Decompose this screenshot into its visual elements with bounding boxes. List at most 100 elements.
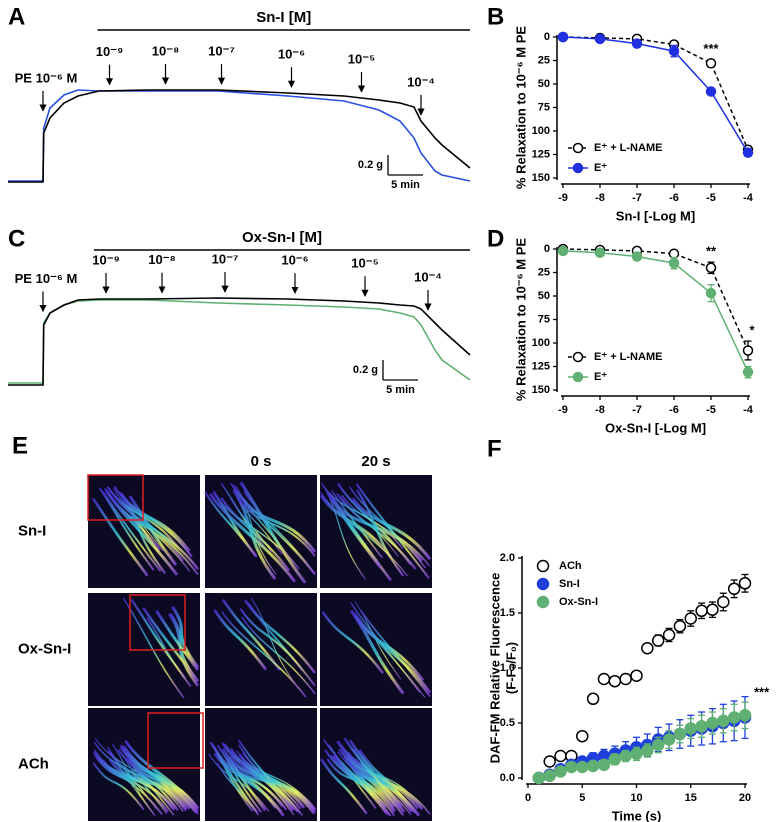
y-tick-label: 75 (538, 101, 550, 113)
fiber (321, 484, 404, 550)
data-point (662, 628, 676, 642)
data-point (742, 147, 754, 158)
panel-label: F (487, 435, 502, 462)
data-point (597, 672, 611, 686)
y-tick-label: 75 (538, 313, 550, 325)
x-tick-label: 15 (685, 792, 697, 804)
fiber (215, 762, 260, 816)
y-axis-label: (F-F₀/F₀) (503, 642, 518, 694)
y-tick-label: 125 (532, 360, 550, 372)
fit-line (562, 36, 749, 153)
fiber (107, 750, 187, 812)
fiber (213, 753, 283, 812)
concentration-label: 10⁻⁴ (414, 269, 442, 284)
fiber (238, 753, 317, 814)
fiber (351, 497, 432, 561)
legend-label: ACh (559, 560, 582, 572)
micrograph (319, 475, 432, 588)
legend-label: Sn-I (559, 578, 580, 590)
y-axis-label: % Relaxation to 10⁻⁶ M PE (513, 26, 528, 189)
data-point (727, 582, 741, 596)
fiber (333, 753, 388, 815)
x-tick-label: 10 (630, 792, 642, 804)
y-tick-label: 50 (538, 78, 550, 90)
fiber (227, 761, 285, 817)
x-tick-label: -6 (669, 192, 679, 204)
fit-line (562, 36, 749, 151)
legend-label: E⁺ (594, 162, 607, 174)
x-tick-label: -5 (706, 404, 716, 416)
fiber (119, 744, 198, 814)
fiber (119, 492, 191, 552)
x-tick-label: -6 (669, 404, 679, 416)
data-point (576, 729, 589, 743)
data-point (630, 747, 643, 761)
data-point (705, 58, 717, 69)
data-point (597, 758, 611, 772)
concentration-label: 10⁻⁷ (208, 44, 235, 59)
micrograph (320, 708, 432, 821)
scale-bar-label: 5 min (386, 384, 415, 396)
fiber (98, 487, 155, 571)
y-tick-label: 0 (544, 31, 550, 43)
fiber (320, 482, 366, 580)
fiber (241, 751, 315, 815)
fit-line (562, 248, 749, 351)
row-label: Sn-I (18, 522, 46, 539)
fiber (239, 760, 306, 809)
y-axis-label: DAF-FM Relative Fluorescence (487, 573, 502, 764)
y-tick-label: 2.0 (500, 552, 515, 564)
fiber (250, 597, 299, 688)
legend-label: Ox-Sn-I (559, 596, 598, 608)
concentration-label: 10⁻⁴ (407, 74, 435, 89)
data-point (619, 749, 632, 763)
fiber (343, 737, 401, 810)
y-tick-label: 150 (532, 172, 550, 184)
fiber (239, 481, 307, 584)
concentration-label: 10⁻⁵ (351, 256, 378, 271)
concentration-label: 10⁻⁹ (92, 252, 120, 267)
data-point (651, 738, 665, 752)
x-axis-label: Sn-I [-Log M] (616, 208, 695, 223)
data-point (557, 31, 569, 43)
concentration-label: 10⁻⁸ (152, 43, 179, 58)
data-point (557, 245, 569, 257)
data-point (543, 769, 556, 783)
zoom-box (147, 712, 204, 769)
chart-title: Sn-I [M] (256, 9, 311, 26)
data-point (594, 33, 606, 45)
fiber (338, 748, 419, 810)
fiber (347, 751, 422, 808)
trace-line (8, 89, 471, 182)
data-point (706, 716, 719, 730)
zoom-box (87, 474, 144, 521)
panel-label: C (8, 225, 25, 252)
y-tick-label: 1.0 (500, 662, 515, 674)
data-point (586, 692, 600, 706)
fiber (221, 598, 282, 671)
fiber (238, 499, 316, 557)
data-point (543, 755, 556, 768)
fiber (214, 494, 300, 570)
data-point (594, 247, 606, 259)
micrograph-background (205, 475, 317, 588)
data-point (554, 749, 567, 763)
fiber (208, 753, 270, 812)
significance-label: ** (706, 244, 717, 259)
fiber (155, 609, 200, 671)
scale-bar-label: 0.2 g (358, 159, 383, 171)
data-point (695, 720, 708, 733)
x-tick-label: -8 (595, 192, 605, 204)
concentration-label: 10⁻⁹ (96, 44, 124, 59)
significance-label: * (749, 323, 755, 338)
x-tick-label: -4 (743, 404, 754, 416)
y-axis-label: % Relaxation to 10⁻⁶ M PE (513, 238, 528, 401)
data-point (608, 674, 622, 688)
y-tick-label: 25 (538, 266, 550, 278)
x-tick-label: -9 (558, 192, 568, 204)
data-point (738, 577, 752, 590)
data-point (662, 733, 676, 746)
legend-marker (536, 559, 550, 573)
micrograph (205, 708, 317, 821)
